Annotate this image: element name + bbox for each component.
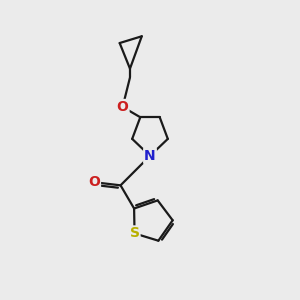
Text: S: S	[130, 226, 140, 240]
Text: O: O	[117, 100, 129, 114]
Text: N: N	[144, 149, 156, 163]
Text: O: O	[88, 176, 100, 189]
